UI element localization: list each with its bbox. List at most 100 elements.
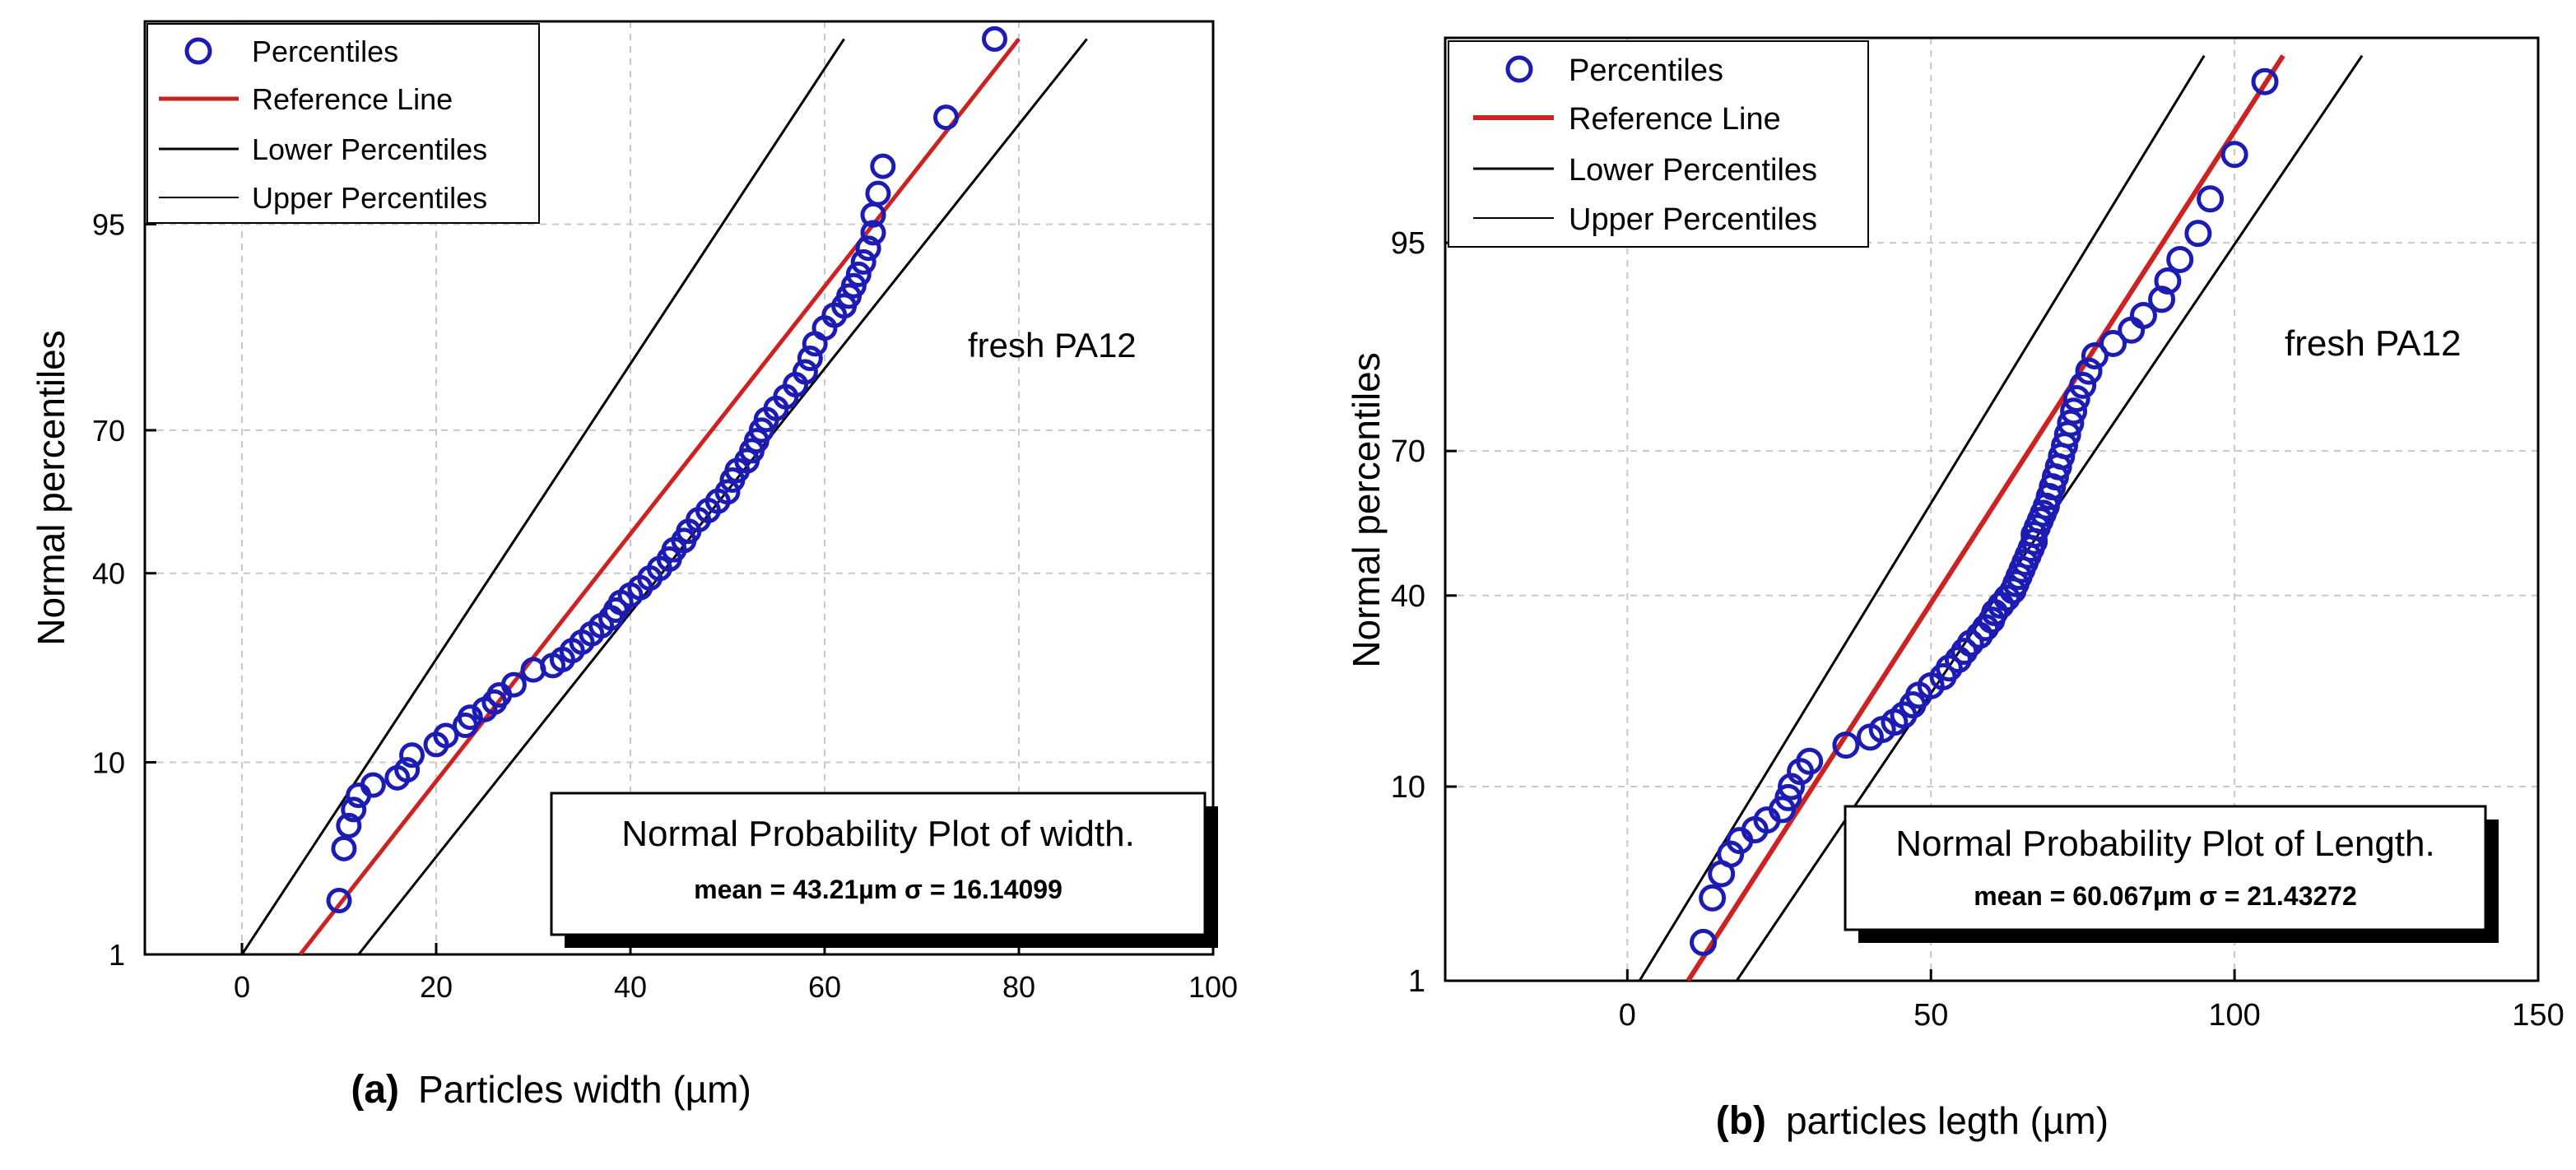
y-tick-label: 10 bbox=[1391, 770, 1425, 805]
x-ticks-b: 0 50 100 150 bbox=[1619, 969, 2564, 1033]
reference-line bbox=[1686, 53, 2285, 981]
y-tick-label: 40 bbox=[92, 557, 125, 591]
x-tick-label: 40 bbox=[614, 970, 647, 1004]
plot-area-a bbox=[240, 26, 1088, 954]
percentile-point bbox=[433, 722, 459, 749]
percentile-point bbox=[1832, 731, 1860, 759]
percentile-point bbox=[2062, 384, 2090, 412]
percentile-point bbox=[1774, 783, 1802, 811]
legend-marker-percentiles-b bbox=[1505, 55, 1533, 83]
plot-area-b bbox=[1638, 53, 2364, 981]
panel-label-b: (b) bbox=[1716, 1099, 1766, 1143]
legend-a: Percentiles Reference Line Lower Percent… bbox=[146, 23, 540, 224]
percentile-point bbox=[850, 248, 876, 275]
x-ticks-a: 0 20 40 60 80 100 bbox=[234, 943, 1238, 1004]
panel-label-a: (a) bbox=[351, 1068, 399, 1112]
x-tick-label: 150 bbox=[2512, 998, 2564, 1033]
percentile-point bbox=[399, 742, 425, 768]
x-tick-label: 20 bbox=[420, 970, 453, 1004]
legend-label-upper-a: Upper Percentiles bbox=[252, 181, 487, 215]
x-tick-label: 0 bbox=[1619, 998, 1636, 1033]
legend-marker-percentiles-a bbox=[184, 37, 212, 65]
stats-box-values-a: mean = 43.21µm σ = 16.14099 bbox=[694, 875, 1062, 904]
percentile-point bbox=[500, 671, 527, 698]
percentile-point bbox=[341, 796, 367, 823]
percentile-point bbox=[2251, 67, 2279, 95]
percentile-point bbox=[2220, 141, 2248, 169]
stats-box-values-b: mean = 60.067µm σ = 21.43272 bbox=[1974, 881, 2357, 911]
percentile-point bbox=[2075, 357, 2103, 385]
percentile-point bbox=[457, 704, 483, 731]
percentile-point bbox=[714, 479, 741, 505]
percentile-point bbox=[331, 835, 357, 861]
y-tick-label: 1 bbox=[109, 938, 125, 972]
percentile-point bbox=[1699, 884, 1727, 912]
percentile-point bbox=[2184, 220, 2212, 248]
percentile-point bbox=[797, 346, 823, 372]
reference-line bbox=[298, 37, 1021, 954]
percentile-point bbox=[865, 180, 891, 207]
legend-label-lower-a: Lower Percentiles bbox=[252, 132, 487, 166]
x-tick-label: 0 bbox=[234, 970, 250, 1004]
percentile-point bbox=[855, 235, 881, 262]
percentile-point bbox=[2129, 301, 2157, 329]
y-tick-label: 40 bbox=[1391, 579, 1425, 614]
annotation-fresh-pa12-a: fresh PA12 bbox=[968, 326, 1137, 364]
lines-a bbox=[240, 37, 1088, 954]
y-axis-label-b: Normal percentiles bbox=[1345, 352, 1388, 667]
y-tick-label: 10 bbox=[92, 746, 125, 780]
percentile-point bbox=[2057, 409, 2085, 437]
legend-label-lower-b: Lower Percentiles bbox=[1569, 153, 1817, 188]
percentile-point bbox=[792, 359, 818, 385]
percentile-point bbox=[2069, 371, 2097, 399]
percentile-point bbox=[1717, 840, 1745, 868]
y-tick-label: 70 bbox=[92, 414, 125, 448]
legend-label-percentiles-b: Percentiles bbox=[1569, 53, 1723, 88]
upper-percentiles-line bbox=[357, 38, 1088, 954]
y-ticks-a: 1 10 40 70 95 bbox=[92, 207, 156, 972]
percentile-point bbox=[860, 220, 886, 246]
y-tick-label: 70 bbox=[1391, 434, 1425, 469]
percentile-point bbox=[2060, 397, 2088, 425]
points-b bbox=[1690, 67, 2279, 956]
legend-box-a bbox=[146, 23, 540, 224]
x-tick-label: 100 bbox=[1188, 970, 1238, 1004]
stats-box-frame-b bbox=[1844, 805, 2487, 931]
percentile-point bbox=[2148, 286, 2176, 313]
percentile-point bbox=[845, 261, 872, 287]
x-axis-label-b: particles legth (µm) bbox=[1786, 1099, 2109, 1142]
y-axis-label-a: Normal percentiles bbox=[30, 330, 72, 645]
percentile-point bbox=[336, 812, 362, 838]
y-tick-label: 1 bbox=[1408, 964, 1425, 999]
percentile-point bbox=[870, 153, 896, 179]
percentile-point bbox=[2197, 185, 2225, 213]
panel-b: 0 50 100 150 1 10 40 70 95 Percentiles Referenc… bbox=[1345, 36, 2564, 1143]
percentile-point bbox=[360, 772, 386, 798]
x-axis-label-a: Particles width (µm) bbox=[418, 1068, 751, 1111]
x-tick-label: 50 bbox=[1913, 998, 1948, 1033]
percentile-point bbox=[1690, 928, 1718, 956]
legend-label-upper-b: Upper Percentiles bbox=[1569, 202, 1817, 237]
legend-label-reference-b: Reference Line bbox=[1569, 102, 1781, 137]
lower-percentiles-line bbox=[1638, 54, 2206, 981]
percentile-point bbox=[2166, 245, 2194, 273]
percentile-point bbox=[326, 888, 352, 914]
percentile-point bbox=[2118, 316, 2146, 344]
x-tick-label: 60 bbox=[808, 970, 841, 1004]
annotation-fresh-pa12-b: fresh PA12 bbox=[2285, 323, 2461, 364]
x-tick-label: 100 bbox=[2208, 998, 2260, 1033]
percentile-point bbox=[394, 757, 421, 783]
legend-box-b bbox=[1448, 40, 1869, 248]
stats-box-b: Normal Probability Plot of Length. mean … bbox=[1844, 805, 2499, 943]
percentile-point bbox=[802, 331, 828, 357]
percentile-point bbox=[2154, 267, 2182, 295]
legend-label-reference-a: Reference Line bbox=[252, 82, 453, 116]
lower-percentiles-line bbox=[240, 38, 845, 954]
stats-box-frame-a bbox=[550, 792, 1207, 936]
y-tick-label: 95 bbox=[1391, 226, 1425, 261]
legend-label-percentiles-a: Percentiles bbox=[252, 35, 398, 68]
percentile-point bbox=[2099, 329, 2127, 357]
stats-box-title-b: Normal Probability Plot of Length. bbox=[1895, 824, 2434, 864]
percentile-point bbox=[933, 104, 959, 131]
